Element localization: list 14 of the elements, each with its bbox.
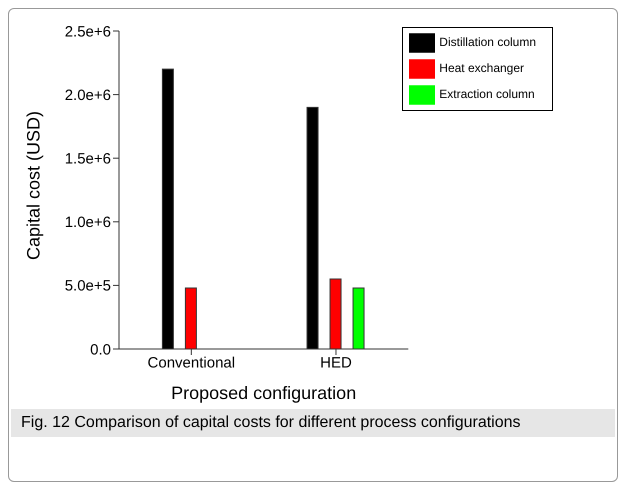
y-tick-label: 5.0e+5 [64, 278, 111, 295]
x-tick-label: HED [320, 354, 352, 372]
caption: Fig. 12 Comparison of capital costs for different process configurations [21, 413, 522, 433]
x-tick-label: Conventional [148, 354, 236, 372]
y-tick-label: 1.0e+6 [64, 214, 111, 232]
legend-label: Extraction column [439, 87, 535, 102]
y-tick-label: 1.5e+6 [64, 150, 111, 168]
y-axis-title: Capital cost (USD) [23, 110, 44, 260]
legend-label: Heat exchanger [439, 61, 524, 76]
y-tick-label: 2.0e+6 [64, 86, 111, 104]
legend-label: Distillation column [439, 35, 536, 50]
y-tick-label: 0.0 [90, 341, 111, 358]
x-axis-title: Proposed configuration [171, 383, 356, 403]
y-tick-label: 2.5e+6 [64, 23, 111, 40]
